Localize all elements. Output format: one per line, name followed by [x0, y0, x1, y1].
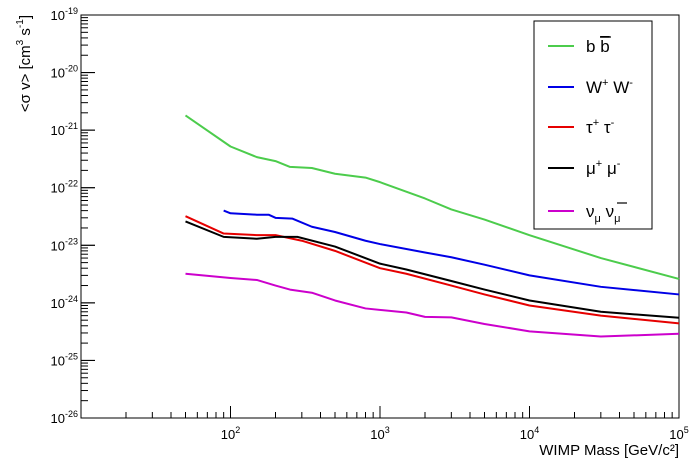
y-axis-title-superscript: -1 [15, 19, 26, 28]
x-tick-label: 104 [520, 425, 539, 442]
x-tick-label-base: 10 [221, 427, 235, 442]
legend-label-superscript: + [593, 117, 599, 129]
y-tick-label: 10-25 [51, 351, 78, 368]
legend-label-text: τ [599, 118, 611, 137]
y-axis-title-text: s [17, 28, 34, 40]
legend-label-superscript: - [617, 158, 621, 170]
y-tick-label-base: 10 [51, 353, 65, 368]
legend-label-text: W [608, 78, 629, 97]
y-tick-label-base: 10 [51, 181, 65, 196]
y-tick-label-exponent: -26 [65, 409, 78, 419]
x-tick-label-exponent: 5 [684, 425, 689, 435]
legend-label-overlined: ν [601, 202, 614, 221]
x-tick-label-exponent: 3 [385, 425, 390, 435]
x-tick-label-base: 10 [370, 427, 384, 442]
y-tick-label-exponent: -25 [65, 351, 78, 361]
legend-label-text: W [586, 78, 602, 97]
legend-label-text: μ [586, 159, 596, 178]
y-tick-label-base: 10 [51, 8, 65, 23]
legend-label-text: b [586, 37, 600, 56]
y-axis-title-text: <σ v> [cm [17, 45, 34, 112]
y-tick-label-exponent: -20 [65, 64, 78, 74]
y-tick-label: 10-26 [51, 409, 78, 426]
series-line-ww [223, 209, 680, 296]
y-tick-label-base: 10 [51, 123, 65, 138]
x-tick-label-exponent: 4 [534, 425, 539, 435]
y-tick-label: 10-22 [51, 179, 78, 196]
legend-label-superscript: - [611, 117, 615, 129]
x-tick-label: 103 [370, 425, 389, 442]
y-axis-title-superscript: 3 [15, 39, 26, 45]
y-tick-label-exponent: -24 [65, 294, 78, 304]
y-tick-label: 10-21 [51, 121, 78, 138]
x-axis: 102 103 104 105 [80, 406, 689, 442]
y-tick-label-exponent: -19 [65, 6, 78, 16]
y-axis-title: <σ v> [cm3 s-1] [15, 15, 34, 112]
x-tick-label-base: 10 [520, 427, 534, 442]
series-line-mumu [185, 220, 680, 319]
y-tick-label-exponent: -22 [65, 179, 78, 189]
y-tick-label-base: 10 [51, 238, 65, 253]
x-axis-title: WIMP Mass [GeV/c²] [539, 442, 679, 459]
legend-label-subscript: μ [614, 213, 620, 225]
y-tick-label: 10-23 [51, 236, 78, 253]
legend-label-superscript: + [596, 158, 602, 170]
legend-label-ww: W+ W- [586, 77, 633, 97]
legend-label-nunu: νμ νμ [586, 202, 620, 225]
x-tick-label: 102 [221, 425, 240, 442]
x-tick-label: 105 [669, 425, 688, 442]
y-tick-label-base: 10 [51, 66, 65, 81]
x-tick-label-base: 10 [669, 427, 683, 442]
legend-label-bb: b b [586, 37, 610, 56]
y-tick-label-exponent: -21 [65, 121, 78, 131]
legend-label-overlined: b [600, 37, 609, 56]
legend-label-text: τ [586, 118, 593, 137]
legend: b bW+ W-τ+ τ-μ+ μ-νμ νμ [533, 20, 653, 230]
legend-box [533, 20, 653, 230]
legend-label-superscript: - [629, 77, 633, 89]
series-line-bb [184, 114, 680, 280]
y-tick-label-base: 10 [51, 296, 65, 311]
y-tick-label-exponent: -23 [65, 236, 78, 246]
legend-label-subscript: μ [595, 213, 601, 225]
y-tick-label: 10-20 [51, 64, 78, 81]
legend-label-superscript: + [602, 77, 608, 89]
y-axis-title-text: ] [17, 15, 34, 19]
y-tick-label-base: 10 [51, 411, 65, 426]
legend-label-text: μ [602, 159, 617, 178]
legend-label-tautau: τ+ τ- [586, 117, 615, 137]
series-line-tautau [185, 215, 680, 325]
y-tick-label: 10-19 [51, 6, 78, 23]
legend-label-mumu: μ+ μ- [586, 158, 621, 178]
x-tick-label-exponent: 2 [235, 425, 240, 435]
series-line-nunu [185, 272, 680, 338]
series-lines [184, 114, 680, 338]
y-tick-label: 10-24 [51, 294, 78, 311]
legend-label-text: ν [586, 202, 595, 221]
